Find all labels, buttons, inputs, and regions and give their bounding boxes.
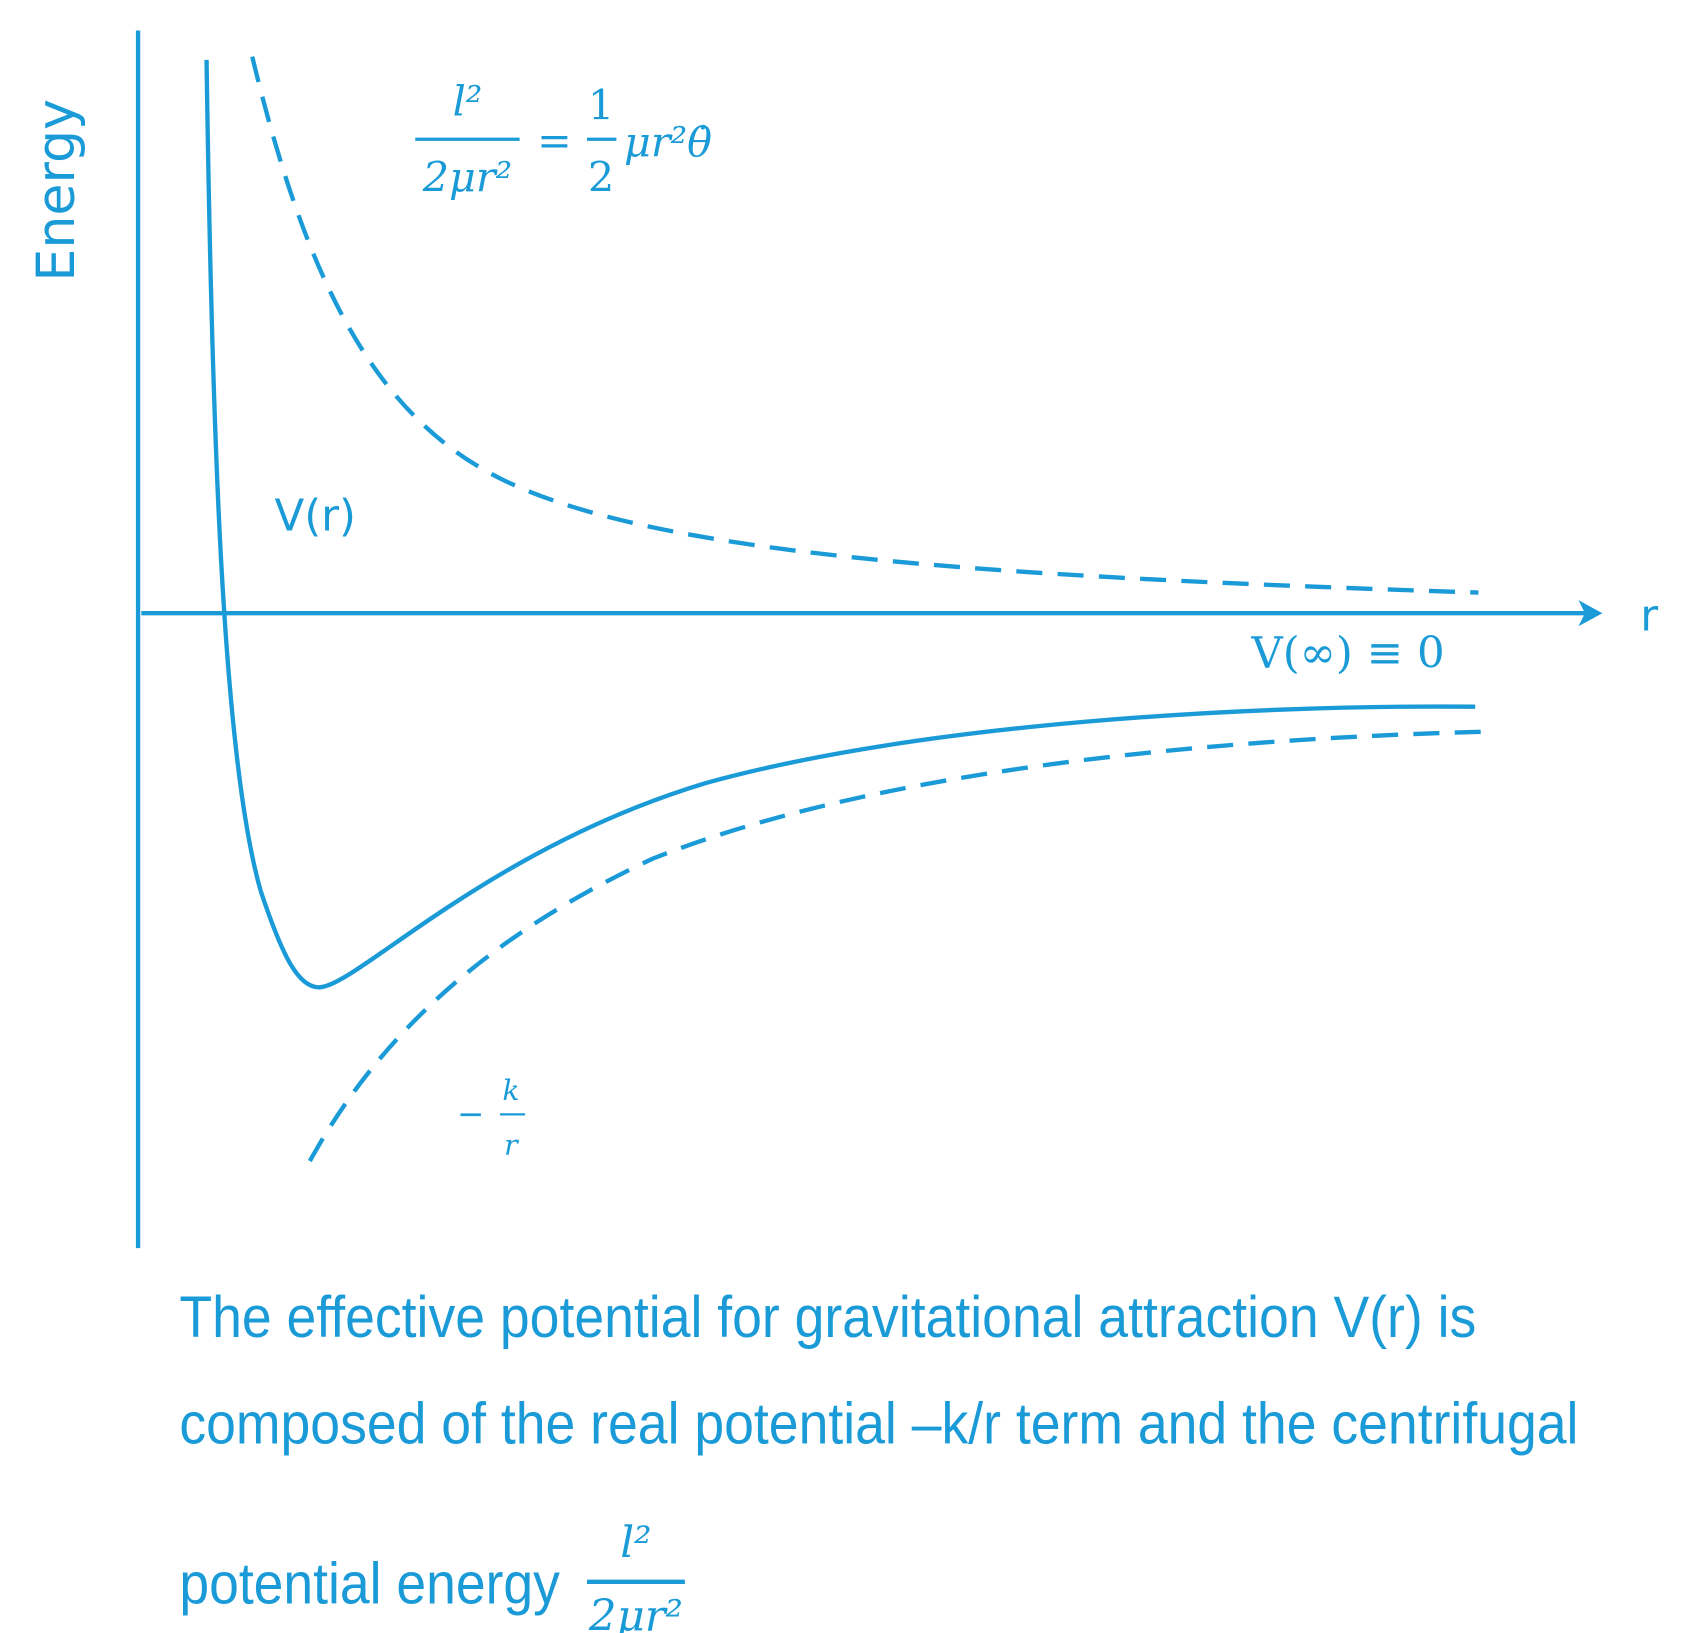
formula-numerator: l² (453, 77, 483, 125)
caption-line: The effective potential for gravitationa… (179, 1285, 1476, 1350)
effective-potential-curve (204, 59, 1476, 990)
y-axis-label: Energy (27, 99, 87, 282)
caption-line: potential energy (179, 1552, 560, 1617)
half-denominator: 2 (588, 153, 614, 201)
real-potential-curve (307, 729, 1484, 1163)
formula-rhs: μr²θ̇ (624, 119, 712, 167)
potential-denominator: r (504, 1129, 519, 1162)
formula-denominator: 2μr² (422, 153, 512, 201)
half-numerator: 1 (588, 82, 614, 130)
potential-sign: − (457, 1095, 484, 1133)
zero-label: V(∞) ≡ 0 (1250, 629, 1444, 679)
centrifugal-curve (250, 56, 1479, 595)
x-axis-arrow (1578, 600, 1603, 627)
formula-equals: = (537, 116, 572, 164)
effective-label: V(r) (274, 492, 356, 542)
caption-formula-denominator: 2μr² (588, 1592, 683, 1633)
caption-line: composed of the real potential –k/r term… (179, 1392, 1578, 1457)
potential-numerator: k (502, 1074, 519, 1107)
caption-formula-numerator: l² (620, 1518, 651, 1568)
x-axis-label: r (1640, 592, 1658, 642)
